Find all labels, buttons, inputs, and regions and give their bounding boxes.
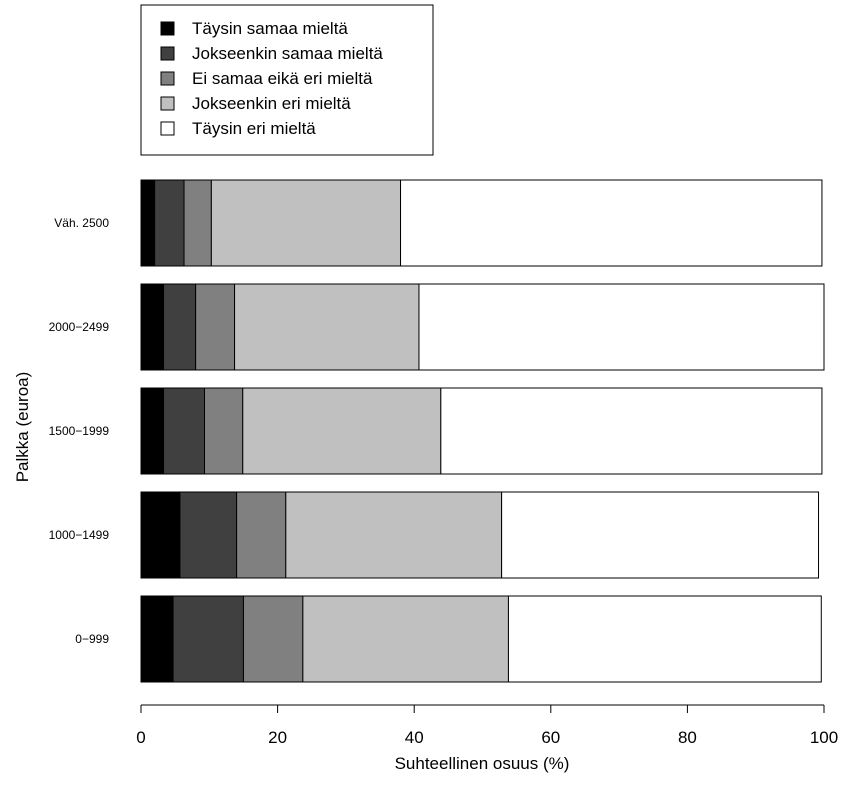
bar-segment	[236, 491, 287, 579]
legend-swatch	[160, 46, 175, 61]
bar-segment	[418, 283, 825, 371]
bar-segment	[163, 387, 206, 475]
bar-segment	[285, 491, 503, 579]
bar-segment	[140, 595, 174, 683]
category-label: 2000−2499	[49, 320, 110, 334]
bar-segment	[204, 387, 244, 475]
x-tick-label: 0	[136, 728, 145, 747]
legend-label: Täysin eri mieltä	[192, 119, 316, 138]
x-tick-label: 20	[268, 728, 287, 747]
legend-swatch	[160, 21, 175, 36]
legend-swatch	[160, 71, 175, 86]
bar-segment	[501, 491, 820, 579]
legend-label: Täysin samaa mieltä	[192, 19, 348, 38]
bar-segment	[234, 283, 420, 371]
legend-label: Jokseenkin eri mieltä	[192, 94, 351, 113]
category-label: 1500−1999	[49, 424, 110, 438]
bars	[140, 179, 825, 683]
bar-segment	[183, 179, 212, 267]
bar-segment	[172, 595, 244, 683]
category-label: Väh. 2500	[54, 216, 109, 230]
category-label: 0−999	[75, 632, 109, 646]
category-labels: Väh. 2500 2000−2499 1500−1999 1000−1499 0−99…	[49, 216, 110, 646]
x-tick-label: 80	[678, 728, 697, 747]
bar-segment	[440, 387, 823, 475]
legend-label: Jokseenkin samaa mieltä	[192, 44, 383, 63]
legend-box	[140, 4, 434, 156]
bar-segment	[400, 179, 823, 267]
bar-segment	[179, 491, 238, 579]
category-label: 1000−1499	[49, 528, 110, 542]
x-axis: 0 20 40 60 80 100	[136, 704, 838, 747]
x-tick-label: 40	[405, 728, 424, 747]
bar-segment	[242, 595, 304, 683]
x-tick-label: 100	[810, 728, 838, 747]
bar-segment	[140, 283, 165, 371]
bar-segment	[507, 595, 822, 683]
bar-segment	[140, 491, 181, 579]
bar-segment	[140, 387, 165, 475]
bar-segment	[140, 179, 156, 267]
legend-swatch	[160, 96, 175, 111]
legend-label: Ei samaa eikä eri mieltä	[192, 69, 373, 88]
x-tick-label: 60	[541, 728, 560, 747]
legend: Täysin samaa mieltä Jokseenkin samaa miel…	[140, 4, 434, 156]
bar-segment	[302, 595, 509, 683]
bar-segment	[163, 283, 197, 371]
x-axis-title: Suhteellinen osuus (%)	[395, 754, 570, 773]
legend-swatch	[160, 121, 175, 136]
y-axis-title: Palkka (euroa)	[13, 372, 32, 483]
bar-segment	[242, 387, 442, 475]
bar-segment	[195, 283, 236, 371]
bar-segment	[154, 179, 185, 267]
bar-segment	[210, 179, 402, 267]
